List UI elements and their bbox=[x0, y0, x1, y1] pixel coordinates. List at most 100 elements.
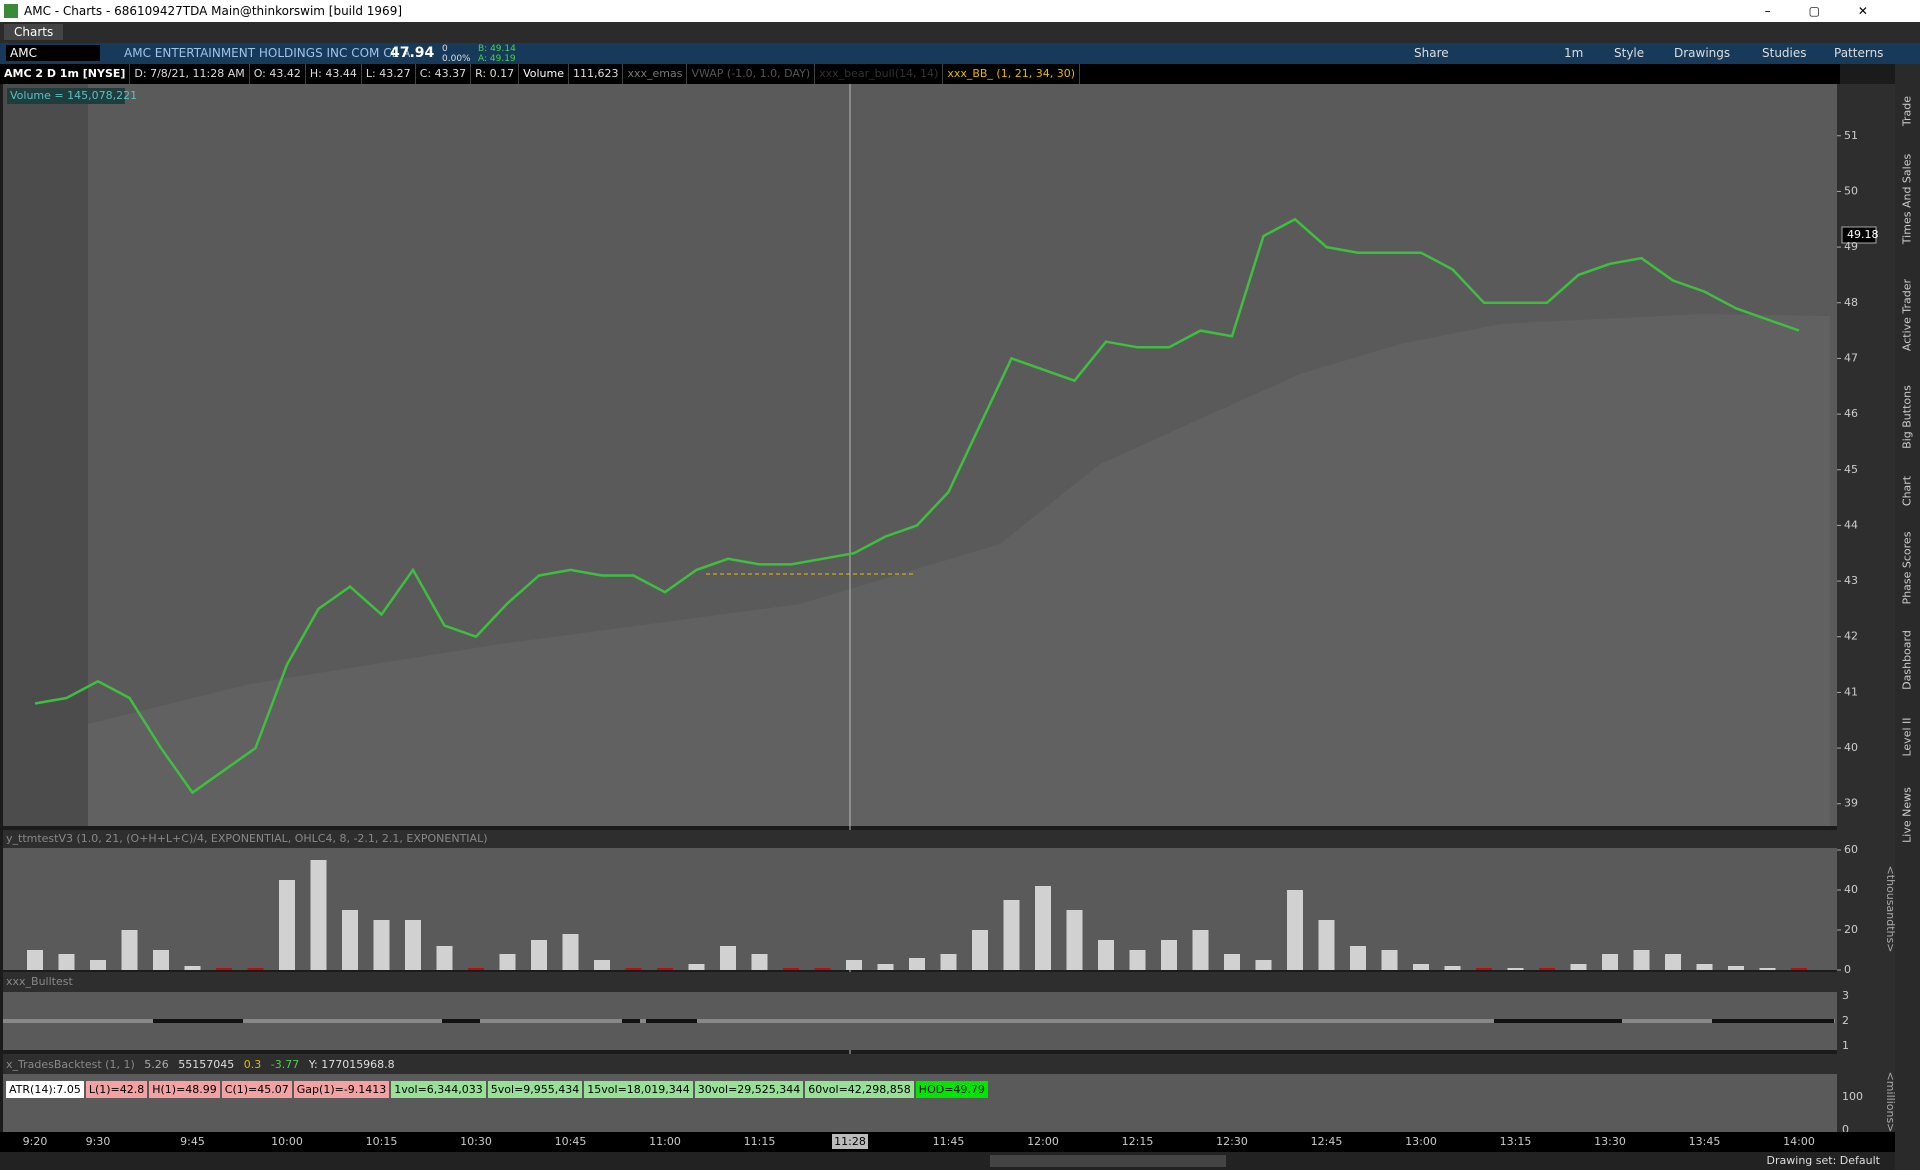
histogram-bar bbox=[1665, 954, 1681, 970]
y-tick-label: 60 bbox=[1844, 843, 1858, 856]
histogram-bar bbox=[1602, 954, 1618, 970]
chart-label: AMC 2 D 1m [NYSE] bbox=[0, 64, 131, 84]
info: Volume bbox=[519, 64, 569, 84]
side-tab[interactable]: Active Trader bbox=[1900, 278, 1914, 351]
side-tab[interactable]: Chart bbox=[1900, 475, 1914, 506]
histogram-bar bbox=[1035, 886, 1051, 970]
histogram-bar bbox=[1003, 900, 1020, 970]
histogram-bar bbox=[751, 954, 768, 970]
y-tick-label: 49 bbox=[1844, 240, 1858, 253]
info: H: 43.44 bbox=[306, 64, 362, 84]
pane-title: x_TradesBacktest (1, 1) bbox=[6, 1058, 135, 1071]
histogram-bar bbox=[310, 860, 327, 970]
histogram-bar bbox=[972, 930, 988, 970]
trades-value: -3.77 bbox=[270, 1058, 300, 1071]
unit: <thousandths> bbox=[1884, 866, 1895, 953]
trade-label: 30vol=29,525,344 bbox=[694, 1081, 804, 1098]
volume-total: Volume = 145,078,221 bbox=[10, 89, 137, 102]
histogram-bar bbox=[1759, 968, 1776, 970]
aggregation[interactable]: 1m bbox=[1564, 46, 1584, 60]
histogram-bar bbox=[783, 968, 799, 970]
trades-value: 0.3 bbox=[243, 1058, 262, 1071]
pane-title: xxx_Bulltest bbox=[6, 975, 73, 988]
histogram-bar bbox=[1444, 966, 1461, 970]
trade-label: 15vol=18,019,344 bbox=[584, 1081, 693, 1098]
histogram-bar bbox=[1476, 968, 1492, 970]
side-tab[interactable]: Live News bbox=[1900, 786, 1914, 843]
trade-label: C(1)=45.07 bbox=[221, 1081, 292, 1098]
button[interactable]: Style bbox=[1614, 46, 1645, 60]
last-price: 47.94 bbox=[390, 45, 435, 61]
change: 0 bbox=[442, 44, 448, 54]
histogram-bar bbox=[1098, 940, 1114, 970]
button[interactable]: Patterns bbox=[1834, 46, 1884, 60]
histogram-bar bbox=[1413, 964, 1429, 970]
histogram-bar bbox=[531, 940, 547, 970]
y-tick-label: 48 bbox=[1844, 296, 1858, 309]
window-controls[interactable]: –▢✕ bbox=[1764, 4, 1906, 18]
info: C: 43.37 bbox=[416, 64, 472, 84]
histogram-bar bbox=[468, 968, 484, 970]
histogram-bar bbox=[846, 960, 862, 970]
histogram-bar bbox=[1161, 940, 1177, 970]
histogram-bar bbox=[720, 946, 736, 970]
x-tick-label: 12:30 bbox=[1216, 1135, 1248, 1148]
side-tab[interactable]: Trade bbox=[1900, 95, 1914, 126]
info: D: 7/8/21, 11:28 AM bbox=[130, 64, 250, 84]
trade-label: 5vol=9,955,434 bbox=[487, 1081, 583, 1098]
info: R: 0.17 bbox=[471, 64, 520, 84]
trade-label: 1vol=6,344,033 bbox=[391, 1081, 486, 1098]
histogram-bar bbox=[1696, 964, 1713, 970]
histogram-bar bbox=[27, 950, 43, 970]
info: L: 43.27 bbox=[362, 64, 416, 84]
x-tick-label: 9:30 bbox=[86, 1135, 111, 1148]
histogram-bar bbox=[184, 966, 201, 970]
x-tick-label: 11:15 bbox=[744, 1135, 776, 1148]
histogram-bar bbox=[342, 910, 358, 970]
y-tick-label: 39 bbox=[1844, 797, 1858, 810]
study[interactable]: VWAP (-1.0, 1.0, DAY) bbox=[687, 64, 816, 84]
side-tab[interactable]: Big Buttons bbox=[1900, 384, 1914, 449]
x-tick-label: 9:20 bbox=[23, 1135, 48, 1148]
histogram-bar bbox=[405, 920, 421, 970]
trades-header: x_TradesBacktest (1, 1) 5.26 55157045 0.… bbox=[6, 1056, 395, 1074]
histogram-bar bbox=[1507, 968, 1524, 970]
side-tab[interactable]: Dashboard bbox=[1900, 629, 1914, 690]
tick-label: 3 bbox=[1842, 989, 1849, 1002]
histogram-bar bbox=[1192, 930, 1209, 970]
button[interactable]: Drawings bbox=[1674, 46, 1731, 60]
side-tab[interactable]: Level II bbox=[1900, 717, 1914, 757]
side-tab[interactable]: Times And Sales bbox=[1900, 153, 1914, 244]
x-tick-label: 9:45 bbox=[180, 1135, 205, 1148]
y-tick-label: 51 bbox=[1844, 129, 1858, 142]
chart: Volume = 145,078,221 49.18 y_ttmtestV3 (… bbox=[0, 84, 1895, 1170]
button[interactable]: Share bbox=[1414, 46, 1449, 60]
trades-value: 55157045 bbox=[178, 1058, 235, 1071]
y-tick-label: 40 bbox=[1844, 883, 1858, 896]
histogram-bar bbox=[90, 960, 106, 970]
button[interactable]: Studies bbox=[1762, 46, 1807, 60]
y-tick-label: 50 bbox=[1844, 184, 1858, 197]
y-tick-label: 44 bbox=[1844, 518, 1858, 531]
study[interactable]: xxx_emas bbox=[623, 64, 688, 84]
x-tick-label: 11:00 bbox=[649, 1135, 681, 1148]
ask: A: 49.19 bbox=[478, 54, 516, 64]
side-tab[interactable]: Phase Scores bbox=[1900, 531, 1914, 605]
histogram-bar bbox=[1381, 950, 1398, 970]
histogram-bar bbox=[1255, 960, 1272, 970]
status: Drawing set: Default bbox=[1767, 1154, 1881, 1167]
histogram-bar bbox=[121, 930, 138, 970]
symbol-box[interactable]: AMC bbox=[6, 45, 100, 61]
histogram-bar bbox=[688, 964, 705, 970]
tab[interactable]: Charts bbox=[4, 24, 64, 40]
study[interactable]: xxx_bear_bull(14, 14) bbox=[815, 64, 944, 84]
study[interactable]: xxx_BB_ (1, 21, 34, 30) bbox=[943, 64, 1080, 84]
y-tick-label: 20 bbox=[1844, 923, 1858, 936]
histogram-bar bbox=[594, 960, 610, 970]
unit: <millions> bbox=[1884, 1072, 1895, 1133]
info: O: 43.42 bbox=[250, 64, 306, 84]
tab-bar: Charts bbox=[0, 22, 1920, 43]
scrollbar[interactable] bbox=[990, 1155, 1226, 1167]
histogram-bar bbox=[1539, 968, 1555, 970]
